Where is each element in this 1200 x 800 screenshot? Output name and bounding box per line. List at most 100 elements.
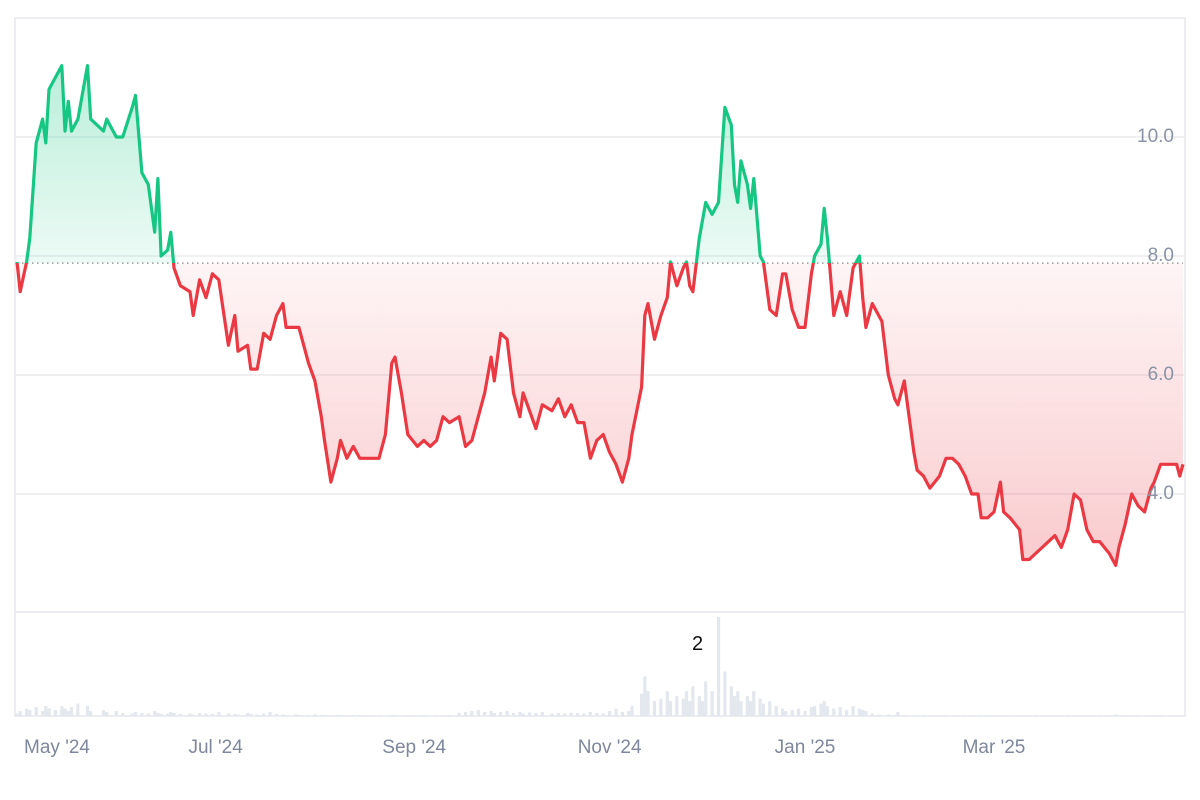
volume-bar: [511, 713, 516, 716]
y-tick-label: 4.0: [1148, 483, 1174, 504]
volume-bar: [159, 714, 163, 716]
volume-bar: [797, 708, 801, 716]
volume-bar: [28, 710, 32, 716]
x-tick-label: Nov '24: [578, 737, 642, 758]
volume-bar: [732, 696, 737, 716]
volume-bar: [130, 713, 134, 716]
volume-bar: [620, 712, 625, 716]
volume-bar: [963, 715, 967, 716]
volume-bar: [447, 715, 452, 716]
volume-bar: [857, 708, 862, 716]
volume-bar: [627, 711, 631, 716]
volume-bar: [169, 712, 173, 716]
volume-bar: [69, 707, 74, 716]
volume-bar: [521, 713, 525, 716]
volume-bar: [809, 707, 814, 716]
volume-bar: [575, 713, 580, 716]
volume-bar: [284, 715, 288, 716]
volume-bar: [236, 714, 240, 716]
volume-bar: [652, 701, 657, 716]
volume-bar: [390, 715, 394, 716]
volume-bar: [76, 703, 80, 716]
volume-bar: [191, 714, 195, 716]
volume-bar: [89, 711, 93, 716]
volume-bar: [25, 708, 29, 716]
volume-bar: [268, 712, 272, 716]
volume-bar: [1158, 715, 1163, 716]
volume-bar: [489, 711, 493, 716]
volume-bar: [1114, 714, 1118, 716]
volume-bar: [18, 711, 22, 716]
volume-bar: [534, 713, 538, 716]
volume-bar: [704, 681, 708, 716]
volume-bar: [274, 714, 279, 716]
volume-bar: [729, 686, 733, 716]
volume-bar: [377, 715, 381, 716]
volume-bar: [518, 712, 522, 716]
area: [17, 65, 1183, 566]
volume-bar: [226, 713, 231, 716]
volume-bar: [246, 713, 250, 716]
volume-bar: [838, 707, 842, 716]
volume-bar: [85, 706, 90, 716]
volume-bar: [1008, 715, 1012, 716]
volume-bar: [101, 710, 106, 716]
volume-bar: [217, 712, 221, 716]
volume-bar: [492, 713, 496, 716]
volume-bar: [1034, 715, 1038, 716]
volume-bar: [338, 715, 343, 716]
volume-bar: [700, 701, 705, 716]
volume-bar: [41, 711, 45, 716]
volume-bar: [1136, 715, 1140, 716]
volume-bar: [15, 713, 19, 716]
volume-bar: [646, 691, 650, 716]
volume-bar: [178, 714, 182, 716]
volume-bar: [774, 706, 778, 716]
volume-bar: [710, 691, 714, 716]
volume-bar: [563, 713, 567, 716]
volume-bar: [483, 712, 487, 716]
volume-bar: [550, 713, 554, 716]
volume-bar: [569, 712, 573, 716]
volume-bar: [294, 714, 298, 716]
volume-bar: [944, 715, 948, 716]
x-tick-label: Mar '25: [963, 737, 1026, 758]
volume-bar: [761, 703, 765, 716]
volume-bar: [630, 706, 634, 716]
volume-bar: [668, 701, 673, 716]
volume-bar: [60, 706, 64, 716]
volume-bar: [595, 713, 599, 716]
volume-bar: [358, 715, 362, 716]
volume-bar: [675, 696, 679, 716]
volume-bar: [893, 715, 897, 716]
volume-bar: [1066, 715, 1070, 716]
volume-bar: [165, 713, 170, 716]
volume-bar: [422, 715, 426, 716]
volume-bar: [768, 701, 772, 716]
volume-bar: [47, 708, 51, 716]
volume-bar: [540, 712, 544, 716]
volume-bar: [435, 715, 439, 716]
volume-bar: [1117, 715, 1121, 716]
volume-bar: [172, 713, 176, 716]
volume-label: 2: [692, 633, 703, 655]
volume-bar: [34, 707, 38, 716]
volume-bar: [640, 693, 644, 716]
volume-bar: [351, 715, 355, 716]
volume-bar: [902, 715, 906, 716]
volume-bar: [197, 713, 202, 716]
volume-bar: [527, 712, 532, 716]
volume-bar: [748, 701, 753, 716]
volume-bar: [406, 715, 410, 716]
price-line: [15, 63, 1185, 567]
volume-bar: [188, 713, 192, 716]
volume-bar: [204, 713, 208, 716]
x-tick-label: Jul '24: [188, 737, 243, 758]
volume-bar: [851, 706, 855, 716]
volume-bar: [886, 714, 890, 716]
x-tick-label: Jan '25: [775, 737, 836, 758]
volume-bar: [393, 715, 397, 716]
volume-bar: [825, 706, 830, 716]
volume-bars: [15, 616, 1185, 716]
